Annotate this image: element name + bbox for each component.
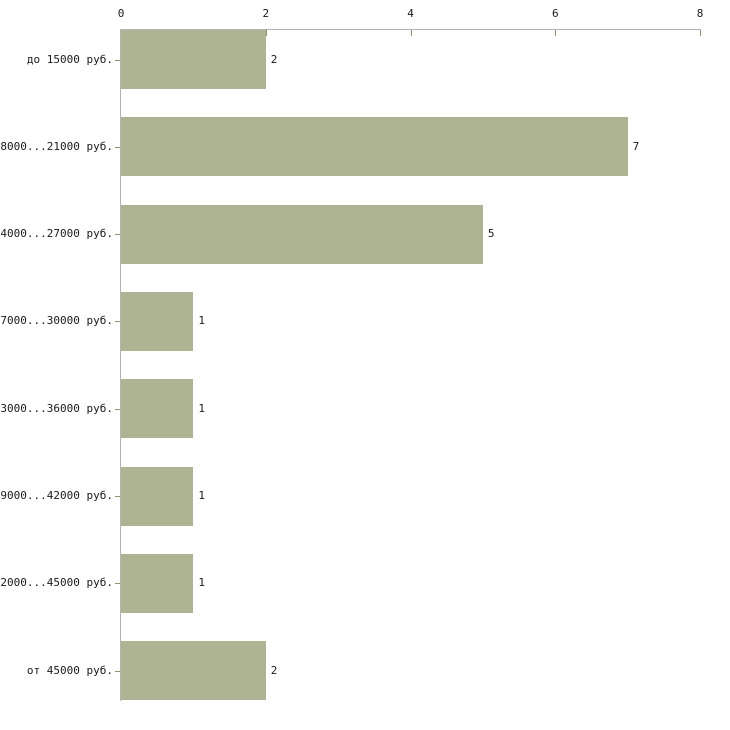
- y-axis-tick: [115, 147, 120, 148]
- y-axis-line: [120, 29, 121, 701]
- x-axis-tick: [700, 30, 701, 36]
- bar-value-label: 2: [270, 664, 278, 677]
- y-axis-tick: [115, 583, 120, 584]
- bar[interactable]: [121, 641, 266, 701]
- x-axis-tick-label: 0: [117, 7, 125, 20]
- category-label: до 15000 руб.: [26, 53, 113, 66]
- category-label: 42000...45000 руб.: [0, 576, 113, 589]
- x-axis-tick-label: 2: [262, 7, 270, 20]
- x-axis-tick: [410, 30, 412, 36]
- category-label: 27000...30000 руб.: [0, 314, 113, 327]
- bar[interactable]: [121, 30, 266, 89]
- bar[interactable]: [121, 553, 194, 613]
- y-axis-tick: [115, 496, 120, 497]
- category-label: от 45000 руб.: [26, 664, 113, 677]
- bar-value-label: 1: [198, 489, 205, 502]
- y-axis-tick: [115, 409, 120, 410]
- x-axis-tick-label: 4: [407, 7, 414, 20]
- bar-value-label: 1: [198, 314, 205, 327]
- x-axis-line: [121, 29, 701, 30]
- bar-value-label: 1: [198, 402, 205, 415]
- category-label: 18000...21000 руб.: [0, 140, 113, 153]
- y-axis-tick: [115, 321, 120, 322]
- category-label: 39000...42000 руб.: [0, 489, 113, 502]
- bar-value-label: 2: [270, 53, 278, 66]
- y-axis-tick: [115, 671, 120, 672]
- x-axis-tick-label: 8: [696, 7, 704, 20]
- bar[interactable]: [121, 291, 194, 351]
- category-label: 24000...27000 руб.: [0, 227, 113, 240]
- bar[interactable]: [121, 117, 628, 177]
- category-label: 33000...36000 руб.: [0, 402, 113, 415]
- x-axis-tick-label: 6: [551, 7, 559, 20]
- bar[interactable]: [121, 204, 483, 264]
- bar[interactable]: [121, 379, 194, 439]
- bar[interactable]: [121, 466, 194, 526]
- bar-value-label: 7: [632, 140, 640, 153]
- x-axis-tick: [265, 30, 267, 36]
- y-axis-tick: [115, 60, 120, 61]
- bar-value-label: 5: [487, 227, 495, 240]
- y-axis-tick: [115, 234, 120, 235]
- x-axis-tick: [555, 30, 557, 36]
- bar-value-label: 1: [198, 576, 205, 589]
